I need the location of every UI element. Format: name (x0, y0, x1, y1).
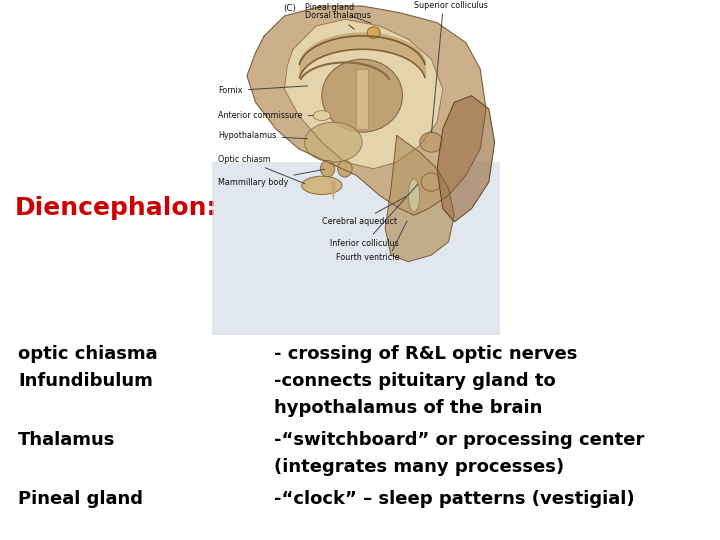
Text: optic chiasma: optic chiasma (18, 345, 158, 363)
Polygon shape (437, 96, 495, 222)
Text: Superior colliculus: Superior colliculus (414, 1, 488, 10)
Text: Thalamus: Thalamus (18, 431, 115, 449)
Text: (integrates many processes): (integrates many processes) (274, 458, 564, 476)
Text: -“clock” – sleep patterns (vestigial): -“clock” – sleep patterns (vestigial) (274, 490, 634, 509)
Text: Optic chiasm: Optic chiasm (218, 155, 305, 184)
Text: -connects pituitary gland to: -connects pituitary gland to (274, 372, 555, 390)
Text: Diencephalon:: Diencephalon: (14, 196, 217, 220)
Text: (C): (C) (283, 4, 296, 13)
Ellipse shape (367, 27, 380, 38)
Text: - crossing of R&L optic nerves: - crossing of R&L optic nerves (274, 345, 577, 363)
Ellipse shape (302, 176, 342, 194)
Circle shape (338, 160, 352, 177)
Text: hypothalamus of the brain: hypothalamus of the brain (274, 399, 542, 417)
Text: Fourth ventricle: Fourth ventricle (336, 253, 400, 262)
Ellipse shape (421, 173, 441, 191)
Text: Mammillary body: Mammillary body (218, 169, 325, 187)
Text: Infundibulum: Infundibulum (18, 372, 153, 390)
Polygon shape (330, 182, 336, 202)
Circle shape (320, 160, 335, 177)
Text: Hypothalamus: Hypothalamus (218, 131, 307, 140)
Ellipse shape (408, 179, 420, 212)
Text: Pineal gland: Pineal gland (18, 490, 143, 509)
Polygon shape (284, 19, 443, 168)
Text: Pineal gland: Pineal gland (305, 3, 371, 23)
Bar (212, 162, 500, 335)
Ellipse shape (322, 59, 402, 132)
Text: Fornix: Fornix (218, 86, 307, 95)
Text: Dorsal thalamus: Dorsal thalamus (305, 11, 370, 29)
Polygon shape (385, 136, 454, 262)
Text: -“switchboard” or processing center: -“switchboard” or processing center (274, 431, 644, 449)
Ellipse shape (313, 111, 330, 120)
Text: Anterior commissure: Anterior commissure (218, 111, 313, 120)
Text: Inferior colliculus: Inferior colliculus (330, 184, 418, 248)
Polygon shape (247, 6, 486, 215)
Ellipse shape (420, 132, 443, 152)
Ellipse shape (305, 122, 362, 162)
Text: Cerebral aqueduct: Cerebral aqueduct (322, 197, 406, 226)
Bar (356, 69, 368, 129)
